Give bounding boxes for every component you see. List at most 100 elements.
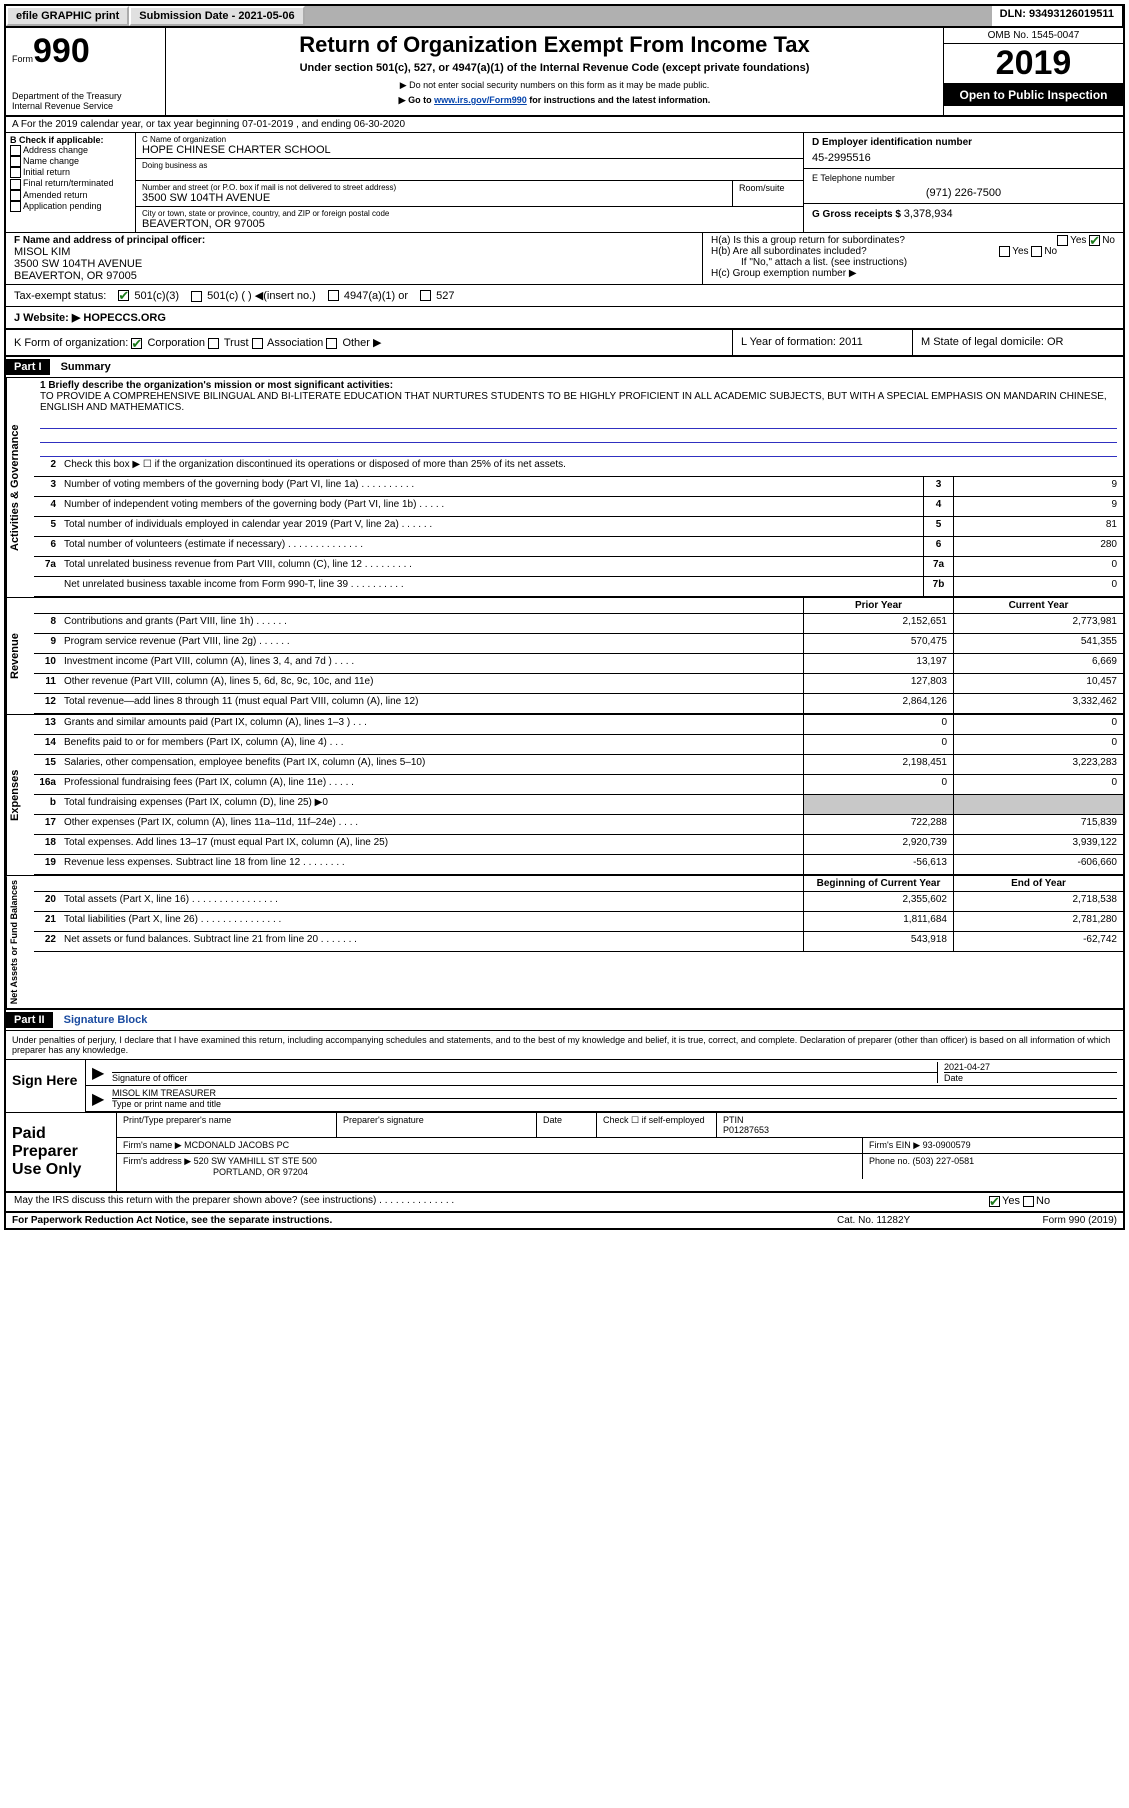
data-line: 15Salaries, other compensation, employee… bbox=[34, 755, 1123, 775]
data-line: 21Total liabilities (Part X, line 26) . … bbox=[34, 912, 1123, 932]
data-line: 16aProfessional fundraising fees (Part I… bbox=[34, 775, 1123, 795]
hb-yes-checkbox[interactable] bbox=[999, 246, 1010, 257]
gov-line: 5Total number of individuals employed in… bbox=[34, 517, 1123, 537]
officer-name: MISOL KIM bbox=[14, 246, 694, 258]
mission-label: 1 Briefly describe the organization's mi… bbox=[40, 380, 1117, 391]
firm-name: MCDONALD JACOBS PC bbox=[184, 1140, 289, 1150]
hb-note: If "No," attach a list. (see instruction… bbox=[711, 257, 1115, 268]
application-pending-checkbox[interactable] bbox=[10, 201, 21, 212]
form-prefix: Form bbox=[12, 54, 33, 64]
addr-label: Number and street (or P.O. box if mail i… bbox=[142, 183, 726, 192]
website-row: J Website: ▶ HOPECCS.ORG bbox=[6, 307, 1123, 330]
amended-return-checkbox[interactable] bbox=[10, 190, 21, 201]
gov-line: 4Number of independent voting members of… bbox=[34, 497, 1123, 517]
year-formation: L Year of formation: 2011 bbox=[733, 330, 913, 355]
dln-label: DLN: 93493126019511 bbox=[992, 6, 1123, 26]
org-city: BEAVERTON, OR 97005 bbox=[142, 218, 797, 230]
net-assets-tab: Net Assets or Fund Balances bbox=[6, 876, 34, 1008]
begin-year-header: Beginning of Current Year bbox=[803, 876, 953, 891]
self-employed-check: Check ☐ if self-employed bbox=[597, 1113, 717, 1137]
firm-addr1: 520 SW YAMHILL ST STE 500 bbox=[194, 1156, 317, 1166]
data-line: 18Total expenses. Add lines 13–17 (must … bbox=[34, 835, 1123, 855]
corp-checkbox[interactable] bbox=[131, 338, 142, 349]
gross-label: G Gross receipts $ bbox=[812, 209, 904, 220]
501c-checkbox[interactable] bbox=[191, 291, 202, 302]
ein-label: D Employer identification number bbox=[812, 137, 1115, 148]
efile-print-button[interactable]: efile GRAPHIC print bbox=[6, 6, 129, 26]
firm-addr2: PORTLAND, OR 97204 bbox=[123, 1167, 308, 1177]
room-suite-label: Room/suite bbox=[733, 181, 803, 207]
note-ssn: ▶ Do not enter social security numbers o… bbox=[170, 80, 939, 91]
ha-yes-checkbox[interactable] bbox=[1057, 235, 1068, 246]
form990-link[interactable]: www.irs.gov/Form990 bbox=[434, 95, 527, 105]
website-value: HOPECCS.ORG bbox=[83, 312, 166, 324]
form-footer: Form 990 (2019) bbox=[977, 1215, 1117, 1226]
submission-date-button[interactable]: Submission Date - 2021-05-06 bbox=[129, 6, 304, 26]
discuss-text: May the IRS discuss this return with the… bbox=[6, 1193, 983, 1211]
hb-row: H(b) Are all subordinates included? Yes … bbox=[711, 246, 1115, 257]
trust-checkbox[interactable] bbox=[208, 338, 219, 349]
gov-line: 6Total number of volunteers (estimate if… bbox=[34, 537, 1123, 557]
officer-addr1: 3500 SW 104TH AVENUE bbox=[14, 258, 694, 270]
data-line: 14Benefits paid to or for members (Part … bbox=[34, 735, 1123, 755]
expenses-tab: Expenses bbox=[6, 715, 34, 875]
other-checkbox[interactable] bbox=[326, 338, 337, 349]
form-number: 990 bbox=[33, 32, 90, 70]
4947-checkbox[interactable] bbox=[328, 290, 339, 301]
gov-line: 3Number of voting members of the governi… bbox=[34, 477, 1123, 497]
cat-no: Cat. No. 11282Y bbox=[837, 1215, 977, 1226]
firm-name-label: Firm's name ▶ bbox=[123, 1140, 184, 1150]
tax-year-row: A For the 2019 calendar year, or tax yea… bbox=[6, 117, 1123, 133]
discuss-no-checkbox[interactable] bbox=[1023, 1196, 1034, 1207]
firm-ein-label: Firm's EIN ▶ bbox=[869, 1140, 923, 1150]
city-label: City or town, state or province, country… bbox=[142, 209, 797, 218]
tax-year: 2019 bbox=[944, 44, 1123, 84]
data-line: 13Grants and similar amounts paid (Part … bbox=[34, 715, 1123, 735]
signer-name-label: Type or print name and title bbox=[112, 1098, 1117, 1109]
part2-header: Part II bbox=[6, 1012, 53, 1028]
current-year-header: Current Year bbox=[953, 598, 1123, 613]
part1-header: Part I bbox=[6, 359, 50, 375]
hc-row: H(c) Group exemption number ▶ bbox=[711, 268, 1115, 279]
omb-number: OMB No. 1545-0047 bbox=[944, 28, 1123, 44]
data-line: 20Total assets (Part X, line 16) . . . .… bbox=[34, 892, 1123, 912]
firm-phone: (503) 227-0581 bbox=[913, 1156, 975, 1166]
assoc-checkbox[interactable] bbox=[252, 338, 263, 349]
final-return-checkbox[interactable] bbox=[10, 179, 21, 190]
ein-value: 45-2995516 bbox=[812, 152, 1115, 164]
address-change-checkbox[interactable] bbox=[10, 145, 21, 156]
discuss-yes-checkbox[interactable] bbox=[989, 1196, 1000, 1207]
tel-value: (971) 226-7500 bbox=[812, 187, 1115, 199]
data-line: 17Other expenses (Part IX, column (A), l… bbox=[34, 815, 1123, 835]
501c3-checkbox[interactable] bbox=[118, 290, 129, 301]
initial-return-checkbox[interactable] bbox=[10, 167, 21, 178]
signer-name: MISOL KIM TREASURER bbox=[112, 1088, 1117, 1098]
gov-line: Net unrelated business taxable income fr… bbox=[34, 577, 1123, 597]
name-change-checkbox[interactable] bbox=[10, 156, 21, 167]
dept-treasury: Department of the Treasury Internal Reve… bbox=[12, 91, 159, 111]
sig-date: 2021-04-27 bbox=[944, 1062, 1117, 1072]
527-checkbox[interactable] bbox=[420, 290, 431, 301]
org-name: HOPE CHINESE CHARTER SCHOOL bbox=[142, 144, 797, 156]
gross-value: 3,378,934 bbox=[904, 208, 953, 220]
data-line: 12Total revenue—add lines 8 through 11 (… bbox=[34, 694, 1123, 714]
hb-no-checkbox[interactable] bbox=[1031, 246, 1042, 257]
officer-addr2: BEAVERTON, OR 97005 bbox=[14, 270, 694, 282]
gov-line: 7aTotal unrelated business revenue from … bbox=[34, 557, 1123, 577]
officer-label: F Name and address of principal officer: bbox=[14, 235, 694, 246]
form-header: Form990 Department of the Treasury Inter… bbox=[6, 28, 1123, 117]
ptin-value: P01287653 bbox=[723, 1125, 769, 1135]
col-b-checkboxes: B Check if applicable: Address change Na… bbox=[6, 133, 136, 232]
data-line: 22Net assets or fund balances. Subtract … bbox=[34, 932, 1123, 952]
data-line: 11Other revenue (Part VIII, column (A), … bbox=[34, 674, 1123, 694]
ha-no-checkbox[interactable] bbox=[1089, 235, 1100, 246]
ha-row: H(a) Is this a group return for subordin… bbox=[711, 235, 1115, 246]
end-year-header: End of Year bbox=[953, 876, 1123, 891]
perjury-text: Under penalties of perjury, I declare th… bbox=[6, 1031, 1123, 1060]
data-line: bTotal fundraising expenses (Part IX, co… bbox=[34, 795, 1123, 815]
topbar: efile GRAPHIC print Submission Date - 20… bbox=[6, 6, 1123, 28]
tel-label: E Telephone number bbox=[812, 173, 1115, 183]
firm-phone-label: Phone no. bbox=[869, 1156, 913, 1166]
paid-preparer-label: Paid Preparer Use Only bbox=[6, 1113, 116, 1191]
data-line: 9Program service revenue (Part VIII, lin… bbox=[34, 634, 1123, 654]
